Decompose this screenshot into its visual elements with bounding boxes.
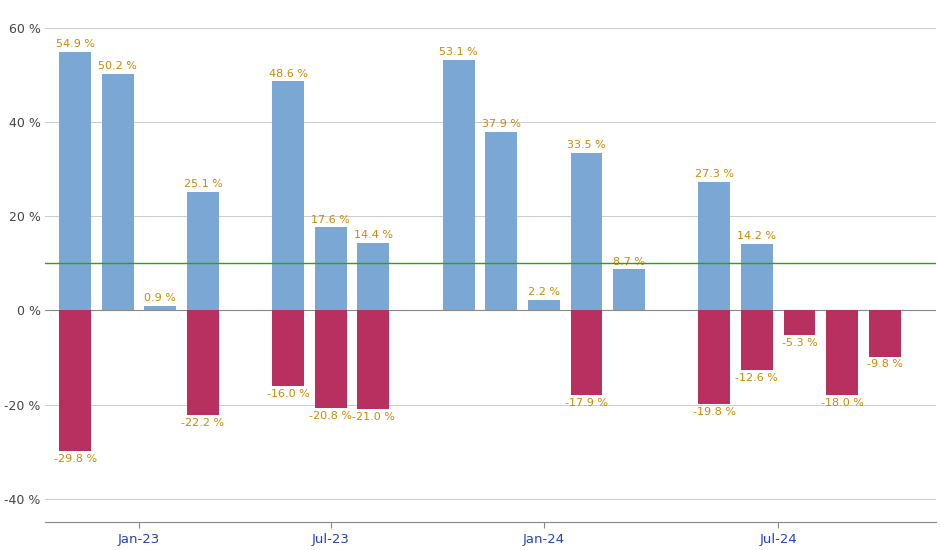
Bar (826, 310, 858, 395)
Text: 54.9 %: 54.9 % (55, 39, 95, 49)
Text: 17.6 %: 17.6 % (311, 214, 351, 224)
Text: 48.6 %: 48.6 % (269, 69, 307, 79)
Bar (187, 310, 219, 415)
Bar (187, 192, 219, 310)
Text: -29.8 %: -29.8 % (54, 454, 97, 464)
Text: -22.2 %: -22.2 % (181, 418, 225, 428)
Bar (102, 74, 133, 310)
Text: 0.9 %: 0.9 % (145, 293, 177, 304)
Bar (528, 300, 560, 310)
Bar (273, 81, 305, 310)
Text: -20.8 %: -20.8 % (309, 411, 352, 421)
Bar (273, 310, 305, 386)
Bar (613, 270, 645, 310)
Text: 14.4 %: 14.4 % (354, 230, 393, 240)
Bar (869, 310, 901, 356)
Text: -18.0 %: -18.0 % (821, 398, 864, 408)
Text: 33.5 %: 33.5 % (567, 140, 606, 150)
Bar (571, 152, 603, 310)
Bar (485, 132, 517, 310)
Bar (698, 310, 730, 404)
Text: 25.1 %: 25.1 % (183, 179, 223, 189)
Bar (59, 52, 91, 310)
Bar (443, 60, 475, 310)
Text: -19.8 %: -19.8 % (693, 406, 736, 416)
Bar (315, 310, 347, 409)
Bar (784, 310, 816, 336)
Text: 27.3 %: 27.3 % (695, 169, 734, 179)
Text: -5.3 %: -5.3 % (782, 338, 818, 348)
Text: -17.9 %: -17.9 % (565, 398, 608, 408)
Text: -9.8 %: -9.8 % (867, 359, 902, 370)
Bar (741, 244, 773, 310)
Text: -12.6 %: -12.6 % (735, 372, 778, 383)
Bar (145, 306, 177, 310)
Bar (741, 310, 773, 370)
Text: 14.2 %: 14.2 % (737, 230, 776, 241)
Bar (698, 182, 730, 310)
Text: 8.7 %: 8.7 % (613, 257, 645, 267)
Text: -21.0 %: -21.0 % (352, 412, 395, 422)
Bar (315, 228, 347, 310)
Bar (59, 310, 91, 451)
Text: -16.0 %: -16.0 % (267, 389, 309, 399)
Text: 53.1 %: 53.1 % (439, 47, 478, 57)
Bar (571, 310, 603, 395)
Text: 2.2 %: 2.2 % (528, 287, 560, 297)
Text: 37.9 %: 37.9 % (482, 119, 521, 129)
Bar (357, 310, 389, 409)
Text: 50.2 %: 50.2 % (99, 61, 137, 71)
Bar (357, 243, 389, 310)
